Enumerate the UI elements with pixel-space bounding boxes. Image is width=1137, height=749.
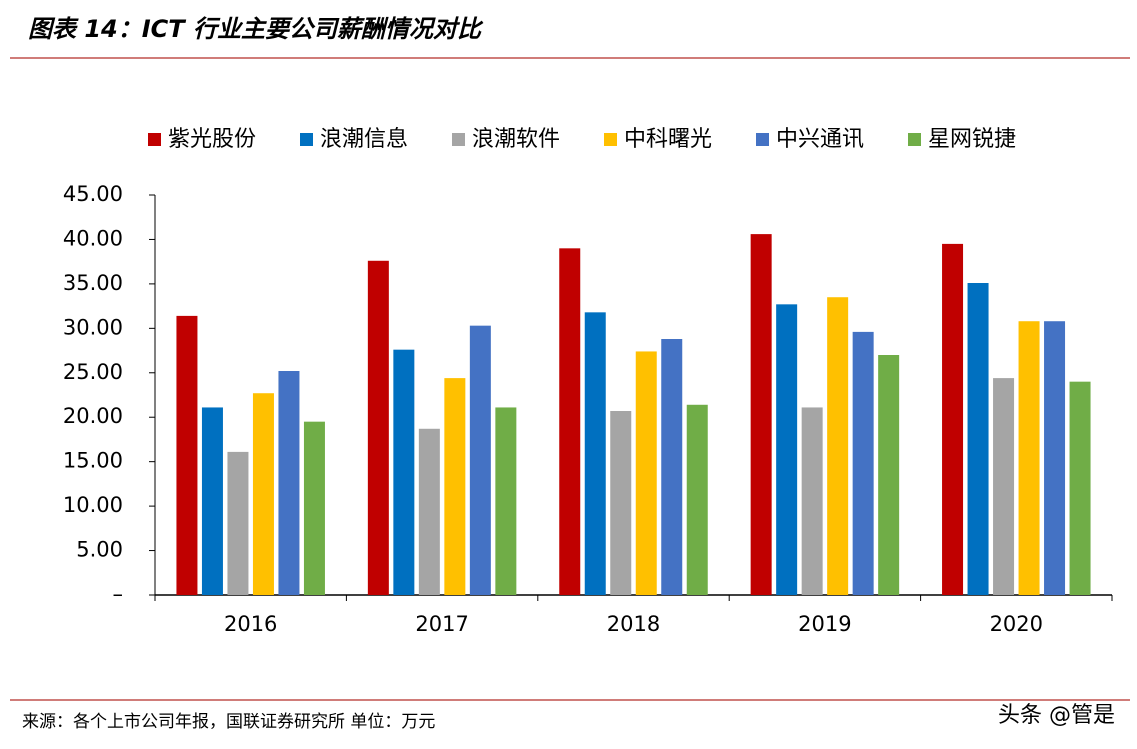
- bar: [801, 407, 823, 595]
- bar: [278, 371, 300, 595]
- chart-title: 图表 14：ICT 行业主要公司薪酬情况对比: [28, 15, 484, 43]
- x-tick-label: 2019: [798, 612, 851, 636]
- legend-label: 星网锐捷: [928, 127, 1016, 152]
- y-tick-label: 35.00: [63, 271, 123, 295]
- bar: [418, 428, 440, 595]
- y-tick-label: 40.00: [63, 226, 123, 250]
- bar: [942, 243, 964, 595]
- bar: [635, 351, 657, 595]
- y-tick-label: 15.00: [63, 449, 123, 473]
- y-tick-label: 20.00: [63, 404, 123, 428]
- legend-swatch: [908, 133, 921, 146]
- bar: [610, 411, 632, 595]
- bar: [201, 407, 223, 595]
- source-note: 来源：各个上市公司年报，国联证券研究所 单位：万元: [22, 712, 435, 732]
- bar: [1069, 381, 1091, 595]
- legend-label: 中科曙光: [624, 127, 712, 152]
- watermark: 头条 @管是: [998, 703, 1115, 728]
- legend-label: 中兴通讯: [776, 127, 864, 152]
- bar: [661, 339, 683, 595]
- bar: [993, 378, 1015, 595]
- bar: [469, 325, 491, 595]
- bar: [495, 407, 517, 595]
- bar: [176, 315, 198, 595]
- y-tick-label: 25.00: [63, 360, 123, 384]
- bar: [303, 421, 325, 595]
- bar: [1044, 321, 1066, 595]
- bar: [444, 378, 466, 595]
- x-tick-label: 2016: [224, 612, 277, 636]
- bar: [559, 248, 581, 596]
- legend-label: 浪潮软件: [472, 127, 560, 152]
- bar: [367, 260, 389, 595]
- bar: [227, 451, 249, 595]
- legend-swatch: [452, 133, 465, 146]
- legend-swatch: [756, 133, 769, 146]
- y-tick-label: 30.00: [63, 315, 123, 339]
- x-tick-label: 2017: [415, 612, 468, 636]
- legend-swatch: [300, 133, 313, 146]
- bar: [827, 297, 849, 595]
- y-tick-label: 45.00: [63, 182, 123, 206]
- bar: [967, 283, 989, 595]
- bar: [776, 304, 798, 595]
- legend-label: 紫光股份: [168, 127, 256, 152]
- bar: [393, 349, 415, 595]
- legend-swatch: [604, 133, 617, 146]
- x-tick-label: 2020: [990, 612, 1043, 636]
- legend-swatch: [148, 133, 161, 146]
- bar: [686, 404, 708, 595]
- bar: [852, 331, 874, 595]
- bar: [584, 312, 606, 595]
- legend-label: 浪潮信息: [320, 127, 408, 152]
- y-tick-label: –: [113, 582, 124, 606]
- y-tick-label: 5.00: [76, 538, 123, 562]
- bar: [878, 355, 900, 595]
- y-tick-label: 10.00: [63, 493, 123, 517]
- bar: [1018, 321, 1040, 595]
- bar: [252, 393, 274, 595]
- bar: [750, 234, 772, 595]
- x-tick-label: 2018: [607, 612, 660, 636]
